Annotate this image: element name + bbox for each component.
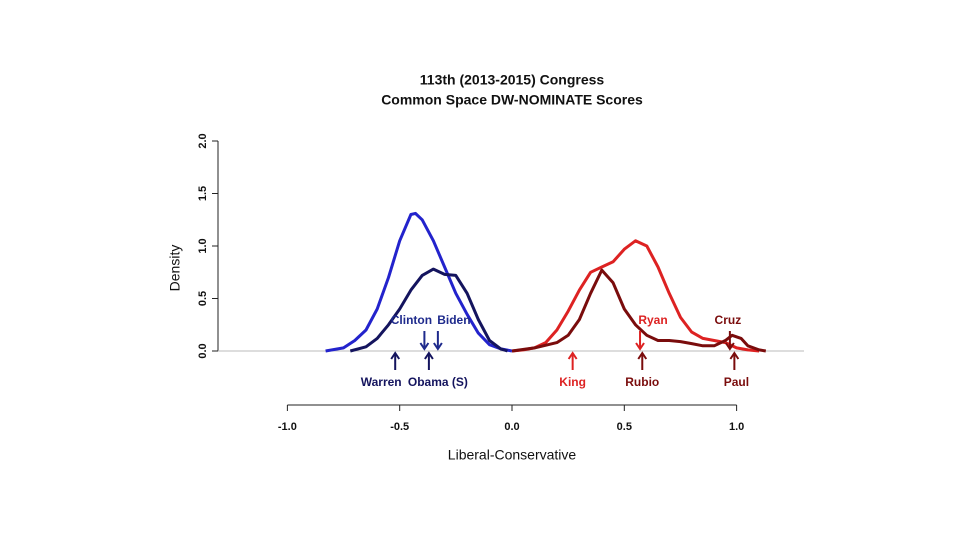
arrow-head — [390, 351, 401, 360]
annotation-label: Paul — [724, 375, 749, 389]
annotation-label: Warren — [361, 375, 402, 389]
density-line — [349, 267, 508, 353]
y-tick-label: 1.5 — [197, 186, 209, 201]
chart-subtitle: Common Space DW-NOMINATE Scores — [381, 92, 643, 108]
density-line — [325, 211, 513, 353]
arrow-head — [424, 351, 434, 360]
x-tick-label: 1.0 — [729, 421, 744, 433]
arrow-head — [433, 342, 443, 351]
density-line — [511, 268, 767, 353]
arrow-head — [419, 342, 430, 351]
arrow-head — [725, 342, 735, 351]
annotation-label: King — [559, 375, 586, 389]
x-tick-label: 0.5 — [617, 421, 632, 433]
x-tick-label: 0.0 — [504, 421, 519, 433]
x-axis-label: Liberal-Conservative — [448, 447, 577, 463]
annotation-label: Cruz — [715, 313, 742, 327]
y-tick-label: 2.0 — [197, 133, 209, 148]
y-tick-label: 0.0 — [197, 343, 209, 358]
arrow-head — [729, 351, 740, 360]
density-line — [511, 239, 760, 353]
x-tick-label: -1.0 — [278, 421, 297, 433]
y-tick-label: 1.0 — [197, 238, 209, 253]
arrow-head — [567, 351, 578, 360]
arrow-head — [635, 342, 645, 351]
x-tick-label: -0.5 — [390, 421, 409, 433]
annotation-label: Clinton — [391, 313, 432, 327]
annotation-label: Rubio — [625, 375, 659, 389]
y-tick-label: 0.5 — [197, 291, 209, 306]
y-axis-label: Density — [167, 245, 183, 292]
annotation-label: Ryan — [638, 313, 667, 327]
chart-title: 113th (2013-2015) Congress — [420, 72, 605, 88]
annotation-label: Obama (S) — [408, 375, 468, 389]
annotation-label: Biden — [437, 313, 470, 327]
arrow-head — [637, 351, 648, 360]
